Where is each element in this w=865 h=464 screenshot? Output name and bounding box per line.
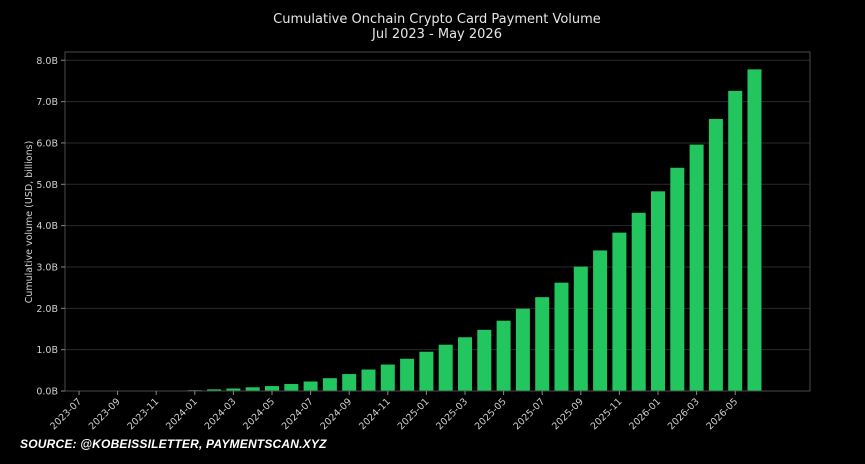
bar-2025-11 — [612, 232, 627, 391]
bar-2025-07 — [535, 297, 550, 391]
bar-2025-12 — [631, 212, 646, 391]
x-tick-label: 2025-09 — [550, 396, 586, 432]
bar-2025-03 — [458, 337, 472, 391]
bar-2026-01 — [651, 191, 665, 391]
y-tick-label: 3.0B — [36, 262, 58, 273]
y-tick-label: 8.0B — [36, 56, 58, 67]
bar-2024-03 — [226, 388, 241, 391]
x-tick-label: 2023-09 — [87, 396, 123, 432]
x-axis-ticks: 2023-07 2023-09 2023-11 2024-01 2024-03 2024-… — [48, 391, 740, 432]
x-tick-label: 2025-03 — [434, 396, 470, 432]
bar-2025-04 — [477, 329, 492, 391]
bar-2026-02 — [670, 167, 685, 391]
y-tick-label: 0.0B — [36, 387, 58, 398]
x-tick-label: 2024-01 — [164, 396, 200, 432]
plot-frame — [64, 51, 811, 392]
bars — [149, 69, 762, 392]
x-tick-label: 2023-11 — [125, 396, 161, 432]
y-tick-label: 5.0B — [36, 180, 58, 191]
source-caption: SOURCE: @KOBEISSILETTER, PAYMENTSCAN.XYZ — [20, 437, 327, 451]
y-tick-label: 4.0B — [36, 221, 58, 232]
bar-2026-04 — [708, 118, 723, 391]
bar-2024-06 — [284, 383, 299, 391]
bar-2024-11 — [380, 364, 395, 391]
y-tick-label: 1.0B — [36, 345, 58, 356]
bar-2024-07 — [303, 381, 318, 391]
x-tick-label: 2024-11 — [357, 396, 393, 432]
y-axis-label: Cumulative volume (USD, billions) — [24, 141, 35, 304]
x-tick-label: 2024-07 — [280, 396, 316, 432]
x-tick-label: 2025-11 — [589, 396, 625, 432]
bar-2025-10 — [593, 250, 608, 391]
gridlines — [65, 59, 810, 392]
chart-subtitle: Jul 2023 - May 2026 — [371, 27, 502, 42]
bar-2026-05 — [728, 90, 743, 392]
x-tick-label: 2026-03 — [666, 396, 702, 432]
chart-title: Cumulative Onchain Crypto Card Payment V… — [273, 12, 601, 27]
x-tick-label: 2025-05 — [473, 396, 509, 432]
x-tick-label: 2026-01 — [627, 396, 663, 432]
x-tick-label: 2024-05 — [241, 396, 277, 432]
bar-2025-05 — [496, 320, 511, 391]
bar-2024-12 — [400, 358, 415, 391]
x-tick-label: 2023-07 — [48, 396, 84, 432]
bar-2024-08 — [322, 378, 337, 391]
bar-2025-08 — [554, 282, 569, 391]
bar-2024-05 — [265, 386, 279, 391]
y-tick-label: 7.0B — [36, 97, 58, 108]
x-tick-label: 2024-09 — [318, 396, 354, 432]
bar-2024-02 — [207, 389, 222, 391]
bar-2025-02 — [438, 344, 453, 391]
bar-2024-09 — [342, 374, 357, 391]
y-tick-label: 6.0B — [36, 138, 58, 149]
bar-2025-06 — [515, 308, 530, 391]
x-tick-label: 2025-07 — [511, 396, 547, 432]
bar-35 — [747, 69, 762, 392]
y-axis-ticks: 0.0B 1.0B 2.0B 3.0B 4.0B 5.0B 6.0B 7.0B 8.0B — [36, 56, 65, 398]
bar-2024-10 — [361, 369, 376, 391]
bar-2024-04 — [245, 387, 260, 391]
x-tick-label: 2025-01 — [396, 396, 432, 432]
bar-2025-01 — [419, 351, 434, 391]
x-tick-label: 2026-05 — [704, 396, 740, 432]
bar-2025-09 — [573, 266, 588, 391]
x-tick-label: 2024-03 — [203, 396, 239, 432]
bar-2026-03 — [689, 144, 704, 391]
y-tick-label: 2.0B — [36, 304, 58, 315]
